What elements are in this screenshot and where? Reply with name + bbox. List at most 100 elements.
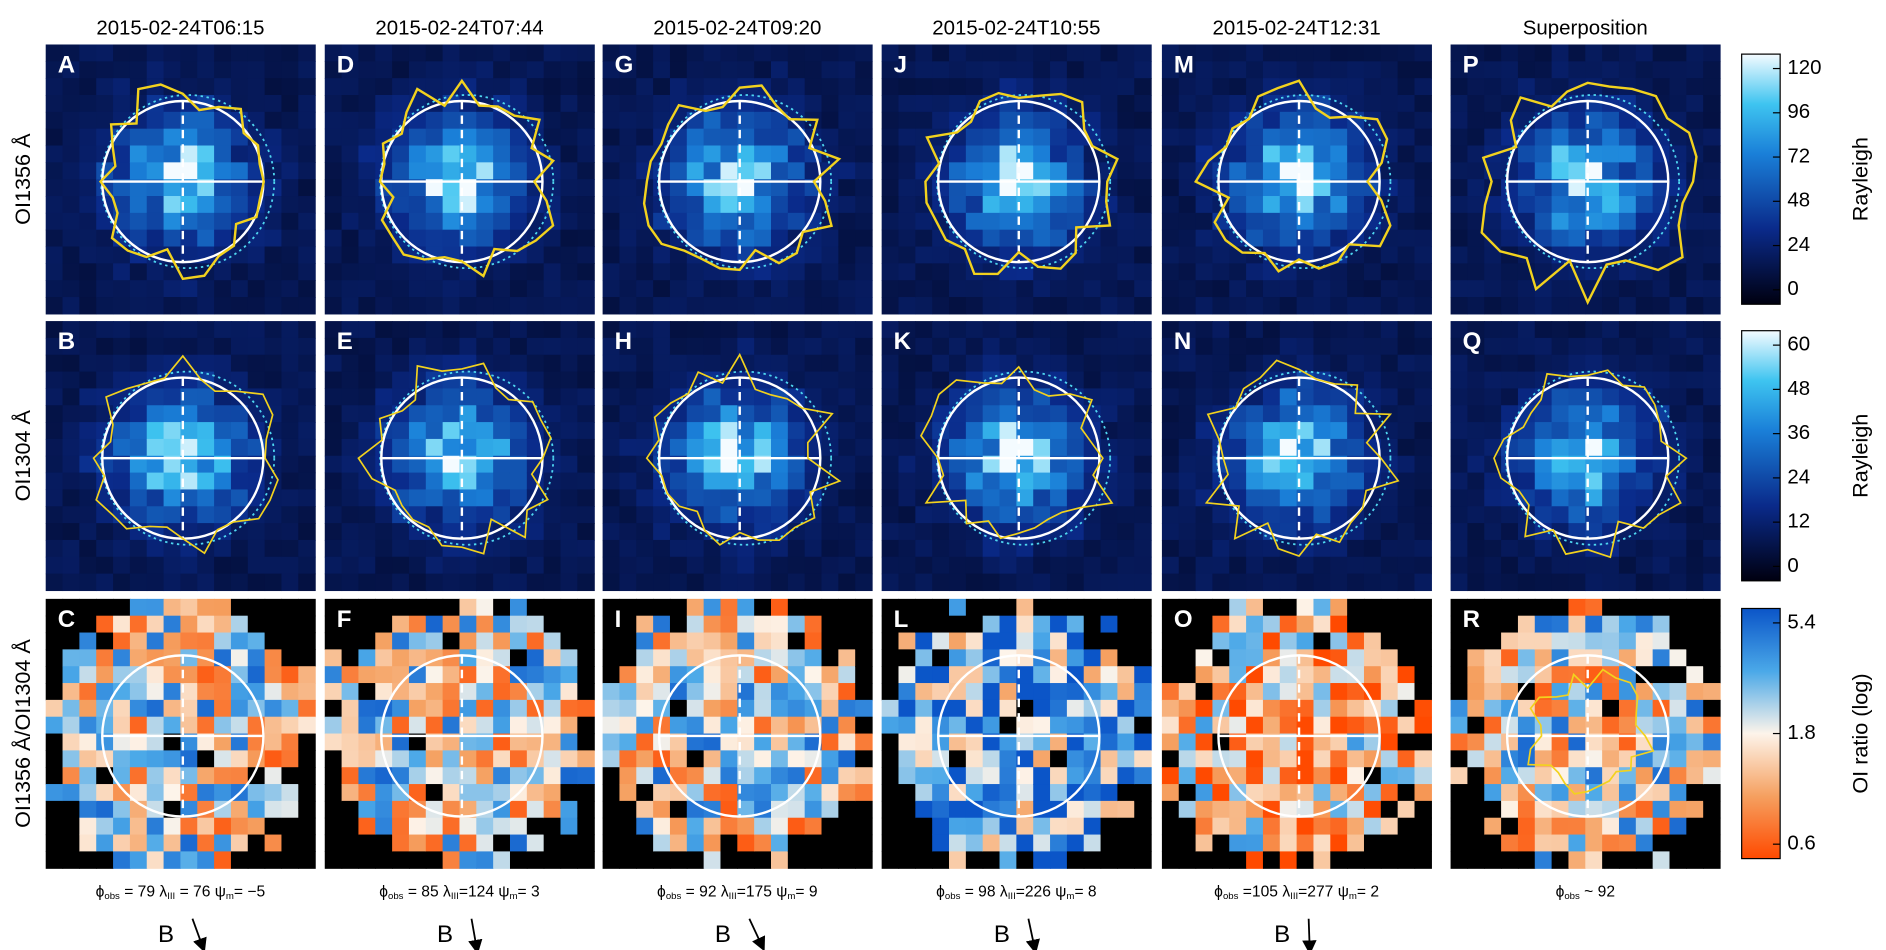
pixel	[180, 557, 197, 574]
pixel	[1636, 599, 1653, 616]
pixel	[493, 405, 510, 422]
pixel	[1568, 750, 1585, 767]
pixel	[1653, 616, 1670, 633]
pixel	[619, 388, 636, 405]
pixel	[653, 616, 670, 633]
param-symbol: ψ	[498, 883, 509, 900]
pixel	[577, 557, 594, 574]
pixel	[1636, 767, 1653, 784]
pixel	[459, 321, 476, 338]
pixel	[838, 263, 855, 280]
pixel	[409, 489, 426, 506]
pixel	[932, 767, 949, 784]
pixel	[670, 666, 687, 683]
pixel	[670, 61, 687, 78]
pixel	[1330, 784, 1347, 801]
pixel	[375, 280, 392, 297]
pixel	[130, 683, 147, 700]
pixel	[1212, 574, 1229, 591]
pixel	[476, 230, 493, 247]
pixel	[281, 162, 298, 179]
pixel	[1000, 767, 1017, 784]
pixel	[1602, 129, 1619, 146]
pixel	[1067, 61, 1084, 78]
pixel	[1619, 129, 1636, 146]
pixel	[1229, 574, 1246, 591]
pixel	[1179, 835, 1196, 852]
pixel	[1484, 489, 1501, 506]
pixel	[79, 213, 96, 230]
pixel	[63, 129, 80, 146]
pixel	[1518, 633, 1535, 650]
pixel	[1347, 213, 1364, 230]
pixel	[882, 280, 899, 297]
pixel	[1134, 61, 1151, 78]
pixel	[1653, 851, 1670, 868]
pixel	[882, 851, 899, 868]
pixel	[1016, 44, 1033, 61]
colorbar-tick-label: 36	[1787, 421, 1810, 444]
pixel	[670, 162, 687, 179]
pixel	[636, 280, 653, 297]
pixel	[265, 78, 282, 95]
pixel	[704, 129, 721, 146]
pixel	[1636, 540, 1653, 557]
pixel	[1703, 297, 1720, 314]
pixel	[443, 767, 460, 784]
pixel	[1703, 439, 1720, 456]
pixel	[687, 818, 704, 835]
pixel	[1212, 78, 1229, 95]
row-label: OI1356 Å/OI1304 Å	[10, 639, 35, 828]
pixel	[1016, 297, 1033, 314]
pixel	[1033, 321, 1050, 338]
pixel	[1246, 355, 1263, 372]
pixel	[1196, 372, 1213, 389]
pixel	[325, 734, 342, 751]
pixel	[426, 196, 443, 213]
colorbar-label: OI ratio (log)	[1848, 673, 1873, 793]
pixel	[1501, 61, 1518, 78]
pixel	[79, 851, 96, 868]
pixel	[1568, 835, 1585, 852]
pixel	[46, 439, 63, 456]
pixel	[298, 213, 315, 230]
pixel	[1101, 95, 1118, 112]
pixel	[1050, 338, 1067, 355]
pixel	[1117, 473, 1134, 490]
pixel	[1535, 599, 1552, 616]
pixel	[1467, 801, 1484, 818]
pixel	[561, 557, 578, 574]
pixel	[197, 473, 214, 490]
pixel	[46, 767, 63, 784]
pixel	[1347, 649, 1364, 666]
figure: 2015-02-24T06:15ABCϕobs = 79 λIII = 76 ψ…	[0, 0, 1886, 950]
pixel	[265, 44, 282, 61]
pixel	[281, 247, 298, 264]
pixel	[771, 297, 788, 314]
pixel	[79, 801, 96, 818]
pixel	[1686, 422, 1703, 439]
pixel	[1415, 717, 1432, 734]
pixel	[737, 599, 754, 616]
pixel	[720, 388, 737, 405]
pixel	[476, 196, 493, 213]
pixel	[214, 540, 231, 557]
pixel	[392, 574, 409, 591]
pixel	[1134, 388, 1151, 405]
pixel	[1686, 44, 1703, 61]
pixel	[838, 633, 855, 650]
pixel	[636, 801, 653, 818]
pixel	[1364, 247, 1381, 264]
pixel	[754, 540, 771, 557]
pixel	[130, 599, 147, 616]
pixel	[1602, 633, 1619, 650]
pixel	[113, 321, 130, 338]
pixel	[1415, 405, 1432, 422]
pixel	[1686, 599, 1703, 616]
pixel	[704, 633, 721, 650]
pixel	[1179, 784, 1196, 801]
pixel	[771, 557, 788, 574]
pixel	[1117, 372, 1134, 389]
pixel	[1501, 355, 1518, 372]
pixel	[493, 489, 510, 506]
